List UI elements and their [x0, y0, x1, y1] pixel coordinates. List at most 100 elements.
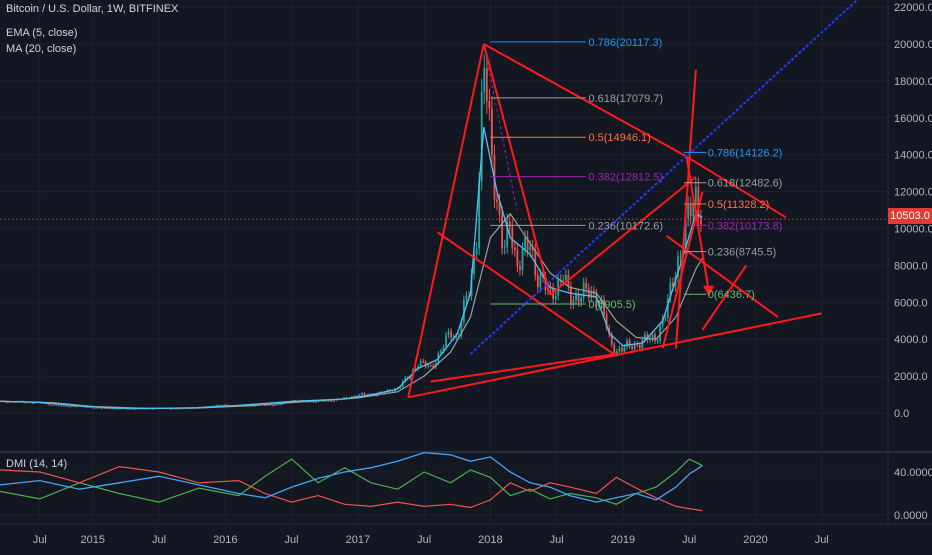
y-tick-label: 22000.0 — [894, 2, 932, 14]
candle-body — [605, 314, 608, 328]
arrow-head — [703, 285, 715, 297]
x-tick-label: 2019 — [611, 534, 635, 546]
candle-body — [95, 407, 98, 409]
candle-body — [144, 408, 147, 410]
candle-body — [57, 405, 60, 407]
ema-legend[interactable]: EMA (5, close) — [6, 27, 78, 39]
candle-body — [631, 346, 634, 350]
candle-body — [343, 397, 345, 399]
candle-body — [218, 404, 221, 406]
x-tick-label: Jul — [285, 534, 299, 546]
x-tick-label: 2016 — [213, 534, 237, 546]
candle-body — [666, 298, 669, 318]
candle-body — [90, 407, 93, 409]
x-tick-label: Jul — [152, 534, 166, 546]
candle-body — [638, 344, 641, 349]
candle-body — [564, 274, 567, 281]
candle-body — [383, 392, 386, 394]
fib-level-label: 0.5(11328.2) — [708, 199, 770, 211]
candle-body — [152, 408, 154, 410]
candle-body — [603, 299, 605, 315]
y-tick-label: 8000.0 — [894, 260, 928, 272]
candle-body — [488, 101, 491, 109]
dmi-legend[interactable]: DMI (14, 14) — [6, 458, 68, 470]
candle-body — [455, 336, 458, 338]
fib-level-label: 0.786(14126.2) — [708, 147, 783, 159]
candle-body — [580, 297, 583, 303]
fib-level-label: 0.236(10172.6) — [588, 220, 663, 232]
candle-body — [67, 406, 70, 408]
chart-title[interactable]: Bitcoin / U.S. Dollar, 1W, BITFINEX — [6, 3, 179, 15]
triangle-left-edge — [407, 43, 485, 398]
candle-body — [649, 339, 651, 341]
ema-line — [0, 126, 703, 410]
candle-body — [404, 377, 407, 382]
candle-body — [427, 365, 430, 367]
candle-body — [618, 348, 621, 352]
triangle-right-edge — [482, 43, 551, 296]
candle-body — [424, 361, 427, 367]
candle-body — [111, 408, 114, 410]
candle-body — [136, 408, 139, 410]
candle-body — [475, 248, 478, 255]
candle-body — [62, 405, 65, 407]
descending-channel-upper — [436, 231, 617, 357]
candle-body — [623, 346, 626, 352]
candle-body — [447, 331, 450, 336]
dmi-tick-label: 0.0000 — [894, 510, 928, 522]
x-tick-label: 2020 — [743, 534, 767, 546]
candle-body — [689, 204, 692, 217]
y-tick-label: 16000.0 — [894, 113, 932, 125]
candle-body — [83, 406, 86, 408]
x-tick-label: 2018 — [478, 534, 502, 546]
candle-body — [363, 393, 366, 395]
candle-body — [585, 282, 588, 289]
dmi-plus-line — [0, 458, 703, 505]
ma-legend[interactable]: MA (20, close) — [6, 43, 77, 55]
candle-body — [587, 288, 590, 298]
candle-body — [266, 404, 269, 406]
candle-body — [659, 325, 662, 341]
candle-body — [590, 290, 593, 298]
candle-body — [621, 348, 623, 352]
candle-body — [271, 405, 274, 407]
candle-body — [103, 407, 106, 409]
candle-body — [327, 400, 330, 402]
y-tick-label: 6000.0 — [894, 297, 928, 309]
candle-body — [445, 335, 447, 348]
candle-body — [575, 294, 577, 301]
candle-body — [358, 394, 361, 397]
candle-body — [694, 186, 697, 203]
candle-body — [496, 199, 498, 203]
candle-body — [225, 404, 228, 406]
candle-body — [460, 322, 463, 336]
candle-body — [440, 351, 442, 354]
candle-body — [322, 400, 325, 402]
current-price-tag: 10503.0 — [888, 208, 932, 224]
candle-body — [462, 299, 465, 323]
candle-body — [554, 295, 557, 300]
candle-body — [570, 286, 572, 305]
candle-body — [526, 237, 529, 251]
y-tick-label: 14000.0 — [894, 150, 932, 162]
candle-body — [536, 275, 539, 288]
candle-body — [6, 402, 9, 404]
y-tick-label: 12000.0 — [894, 187, 932, 199]
candle-body — [429, 365, 432, 367]
candle-body — [577, 294, 580, 303]
candle-body — [98, 407, 101, 409]
dmi-minus-line — [0, 465, 703, 512]
candle-body — [253, 405, 256, 407]
candle-body — [264, 404, 266, 406]
candle-body — [615, 351, 618, 354]
candle-body — [315, 401, 317, 403]
candle-body — [269, 404, 272, 406]
y-tick-label: 0.0 — [894, 408, 909, 420]
candle-body — [506, 221, 509, 247]
candle-body — [330, 400, 333, 402]
candle-body — [539, 274, 542, 288]
candle-body — [131, 408, 134, 410]
x-tick-label: 2017 — [346, 534, 370, 546]
